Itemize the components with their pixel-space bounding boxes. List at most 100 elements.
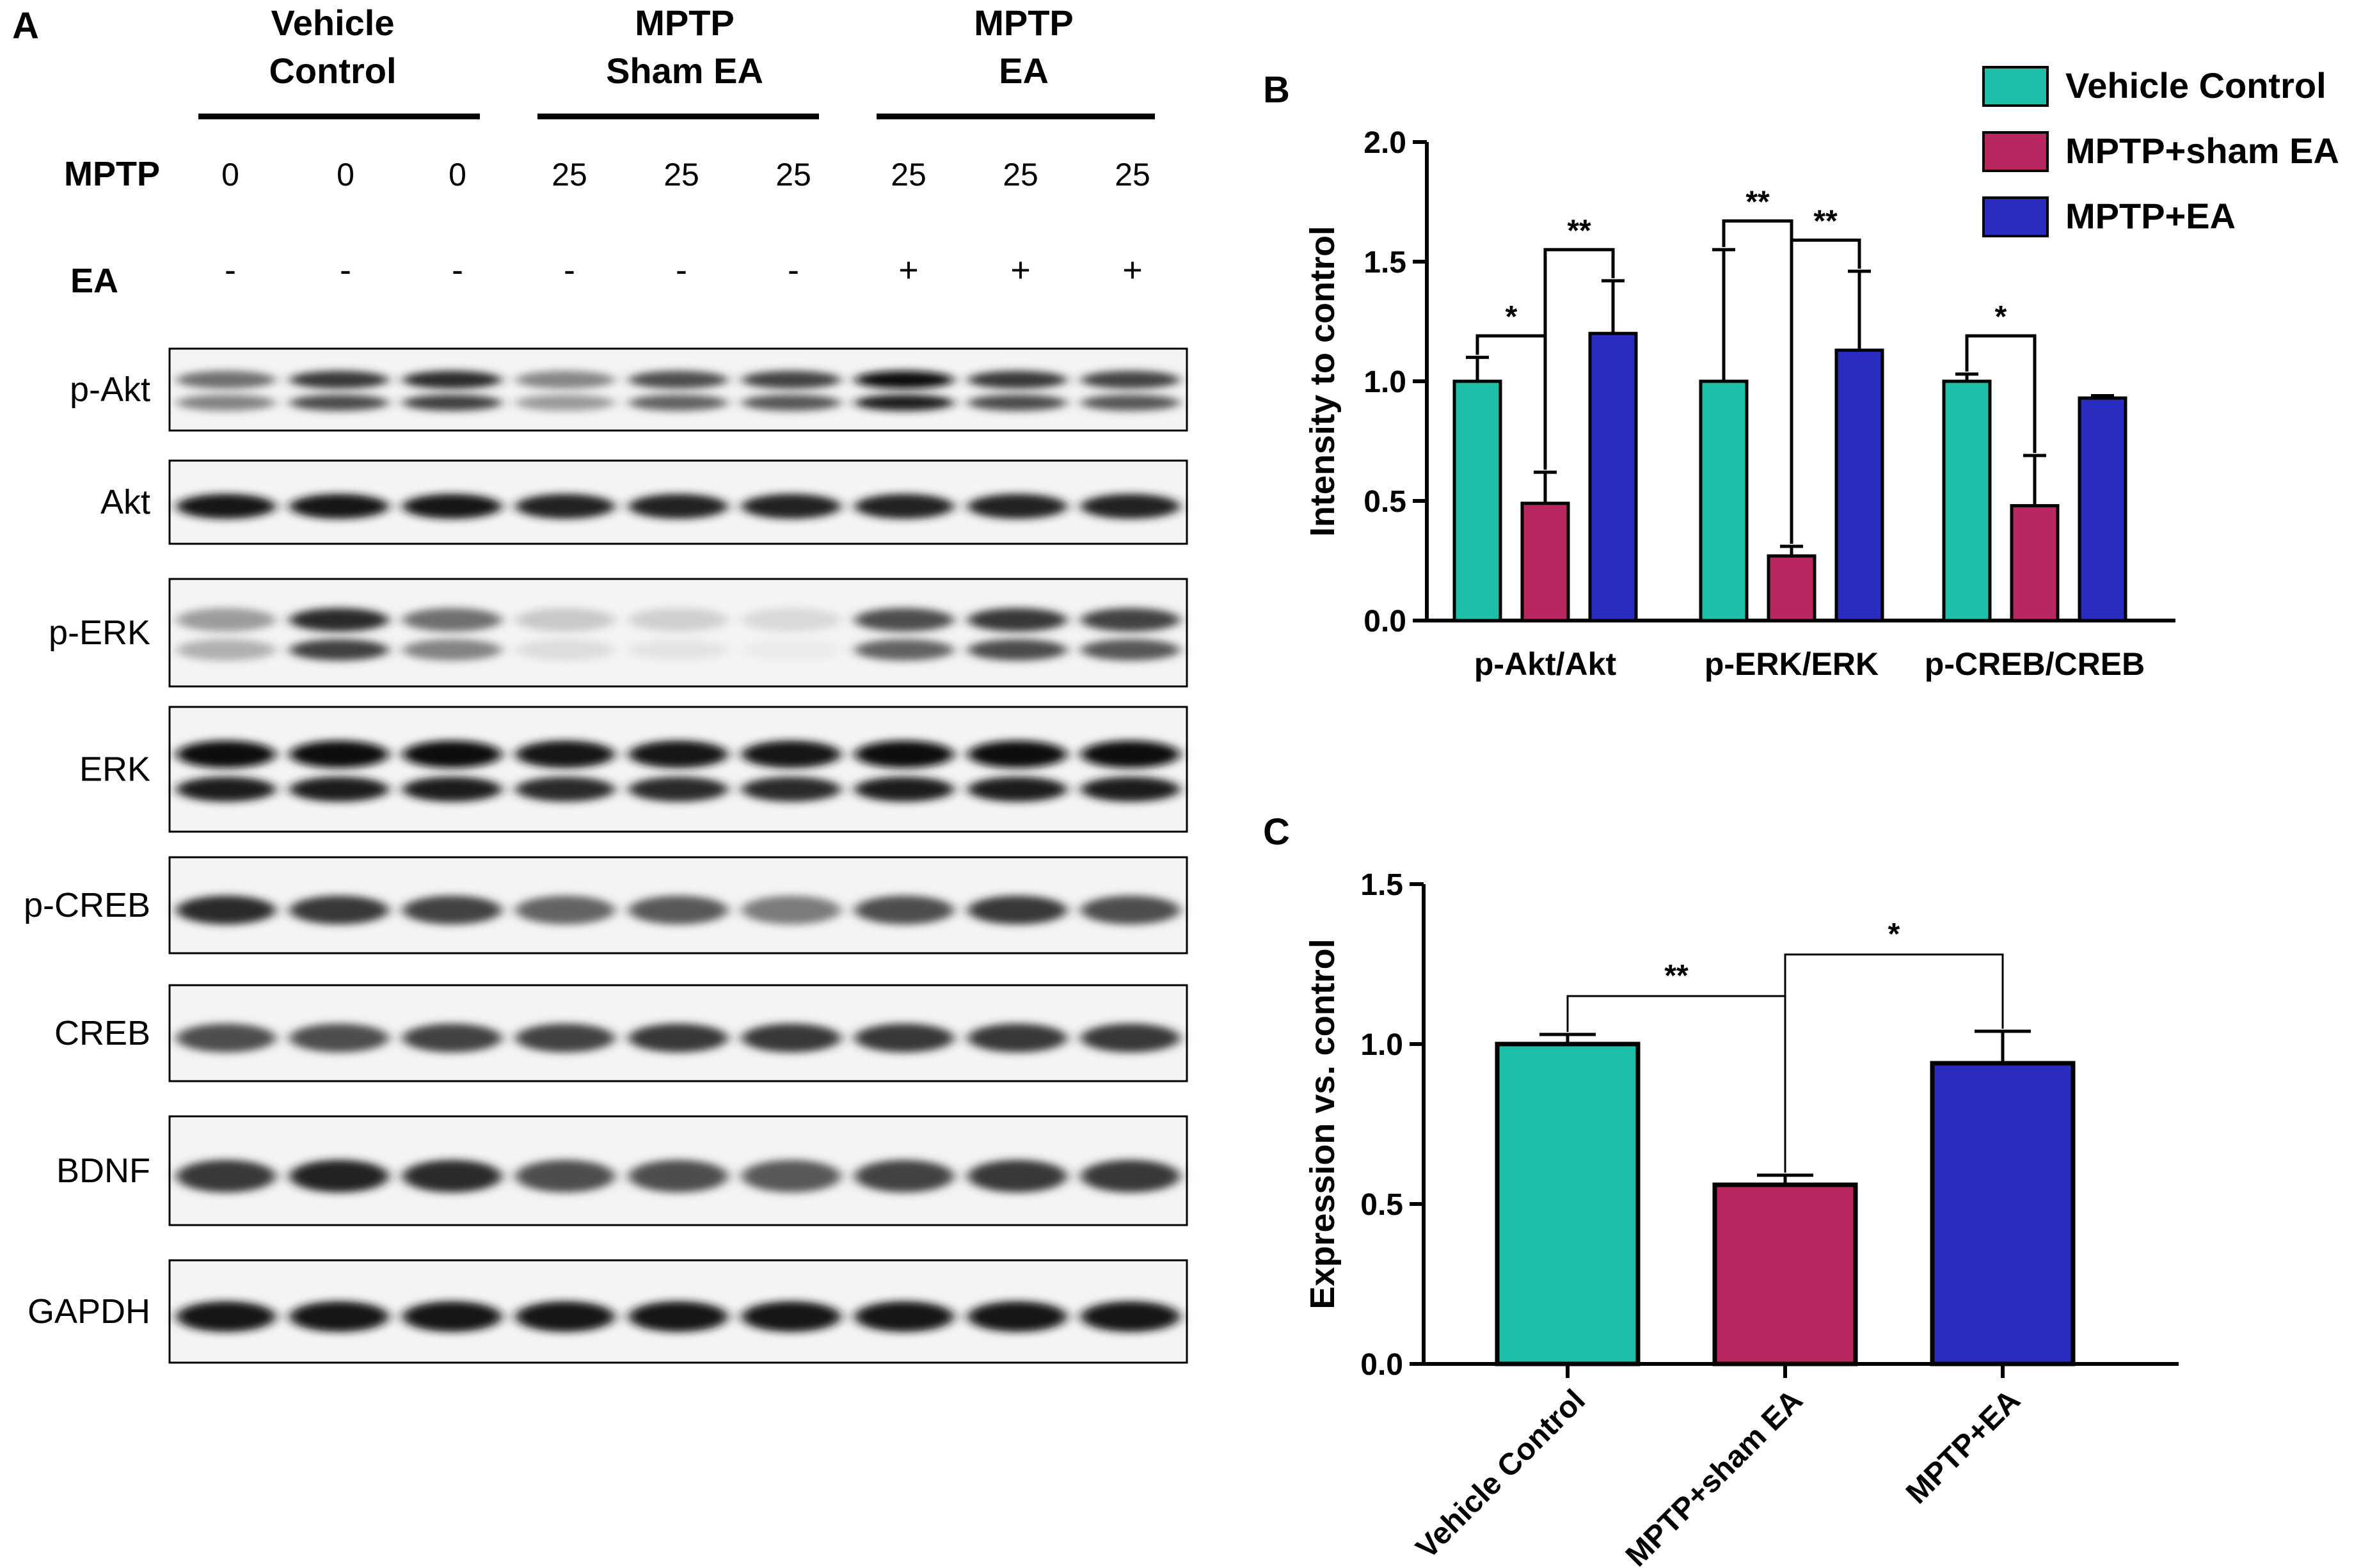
bar — [1767, 554, 1817, 622]
blot-band — [402, 639, 502, 661]
bar — [1712, 1182, 1858, 1366]
group-title-line1: MPTP — [974, 3, 1074, 43]
blot-band — [1080, 740, 1181, 768]
panel-label-c: C — [1263, 811, 1290, 853]
legend: Vehicle Control MPTP+sham EA MPTP+EA — [1982, 65, 2339, 237]
blot-band — [176, 1024, 276, 1052]
blot-band — [176, 896, 276, 924]
blot-band — [176, 608, 276, 632]
x-category-label: p-ERK/ERK — [1705, 646, 1879, 682]
y-tick-label: 1.0 — [1360, 1028, 1403, 1062]
mptp-dose: 25 — [664, 157, 699, 193]
blot-band — [967, 370, 1067, 389]
blot-band — [289, 740, 389, 768]
row-label-mptp: MPTP — [64, 155, 160, 193]
blot-frame — [168, 706, 1188, 833]
blot-label: p-Akt — [70, 370, 150, 409]
ea-sign: - — [225, 251, 236, 289]
bar — [1495, 1041, 1641, 1366]
legend-label: MPTP+EA — [2065, 196, 2236, 236]
blot-band — [854, 777, 955, 802]
y-tick-label: 0.0 — [1360, 1348, 1403, 1382]
blot-band — [176, 639, 276, 661]
blot-band — [854, 1160, 955, 1192]
mptp-dose: 25 — [891, 157, 926, 193]
y-tick-label: 0.5 — [1360, 1188, 1403, 1222]
blot-band — [967, 494, 1067, 519]
ea-sign: + — [1122, 251, 1143, 289]
blot-band — [741, 1024, 841, 1052]
legend-label: Vehicle Control — [2065, 65, 2326, 106]
blot-label: ERK — [79, 750, 150, 789]
group-title-line1: MPTP — [635, 3, 735, 43]
blot-band — [741, 370, 841, 389]
blot-band — [741, 494, 841, 519]
y-tick-label: 1.0 — [1363, 365, 1406, 399]
blot-band — [741, 1160, 841, 1192]
blot-band — [741, 777, 841, 802]
y-tick-label: 0.5 — [1363, 485, 1406, 519]
significance-bracket — [1784, 953, 2004, 1173]
group-title-line2: Sham EA — [606, 51, 763, 91]
blot-band — [515, 777, 616, 802]
y-tick-label: 1.5 — [1360, 868, 1403, 902]
blot-band — [854, 740, 955, 768]
blot-band — [402, 394, 502, 411]
blot-band — [176, 777, 276, 802]
blot-band — [628, 394, 728, 411]
blot-band — [628, 1301, 728, 1332]
blot-band — [967, 777, 1067, 802]
blot-band — [402, 896, 502, 924]
mptp-dose: 0 — [449, 157, 466, 193]
ea-sign: + — [898, 251, 919, 289]
blot-p-akt: p-Akt — [70, 347, 1188, 432]
blot-band — [628, 608, 728, 632]
legend-swatch — [1982, 131, 2049, 172]
blot-band — [628, 740, 728, 768]
blot-band — [1080, 639, 1181, 661]
blot-band — [1080, 370, 1181, 389]
group-header: MPTP EA — [877, 3, 1155, 120]
blot-band — [967, 608, 1067, 632]
blot-band — [289, 896, 389, 924]
row-label-ea: EA — [70, 262, 118, 300]
blot-band — [741, 639, 841, 661]
blot-band — [176, 370, 276, 389]
blot-p-erk: p-ERK — [49, 578, 1188, 688]
blot-band — [515, 494, 616, 519]
blot-band — [402, 1024, 502, 1052]
legend-swatch — [1982, 66, 2049, 107]
panel-c-chart: 0.0 0.5 1.0 1.5 Expression vs. control Vehicl… — [1303, 868, 2179, 1568]
blot-band — [854, 1024, 955, 1052]
blot-band — [628, 494, 728, 519]
significance-label: ** — [1745, 185, 1770, 219]
blot-erk: ERK — [79, 706, 1188, 833]
blot-band — [967, 394, 1067, 411]
group-title-line2: Control — [269, 51, 396, 91]
blot-band — [1080, 494, 1181, 519]
bar — [1699, 379, 1749, 622]
blot-band — [402, 494, 502, 519]
ea-sign: - — [564, 251, 575, 289]
panel-a-western-blot: Vehicle Control MPTP Sham EA MPTP EA MPTP EA 0 0 0… — [24, 3, 1188, 1364]
blot-akt: Akt — [100, 459, 1188, 545]
blot-band — [1080, 1024, 1181, 1052]
x-category-label: Vehicle Control — [1410, 1383, 1592, 1565]
legend-label: MPTP+sham EA — [2065, 131, 2339, 171]
x-category-label: MPTP+EA — [1900, 1383, 2027, 1510]
blot-band — [1080, 1160, 1181, 1192]
ea-sign: - — [788, 251, 799, 289]
blot-band — [854, 1301, 955, 1332]
blot-label: p-ERK — [49, 614, 150, 652]
blot-band — [967, 639, 1067, 661]
y-axis-label: Expression vs. control — [1303, 938, 1342, 1309]
mptp-dose: 25 — [1003, 157, 1038, 193]
blot-band — [1080, 777, 1181, 802]
blot-band — [402, 370, 502, 389]
blot-band — [628, 1160, 728, 1192]
blot-band — [402, 1301, 502, 1332]
group-title-line1: Vehicle — [271, 3, 394, 43]
blot-band — [176, 494, 276, 519]
blot-band — [854, 370, 955, 389]
